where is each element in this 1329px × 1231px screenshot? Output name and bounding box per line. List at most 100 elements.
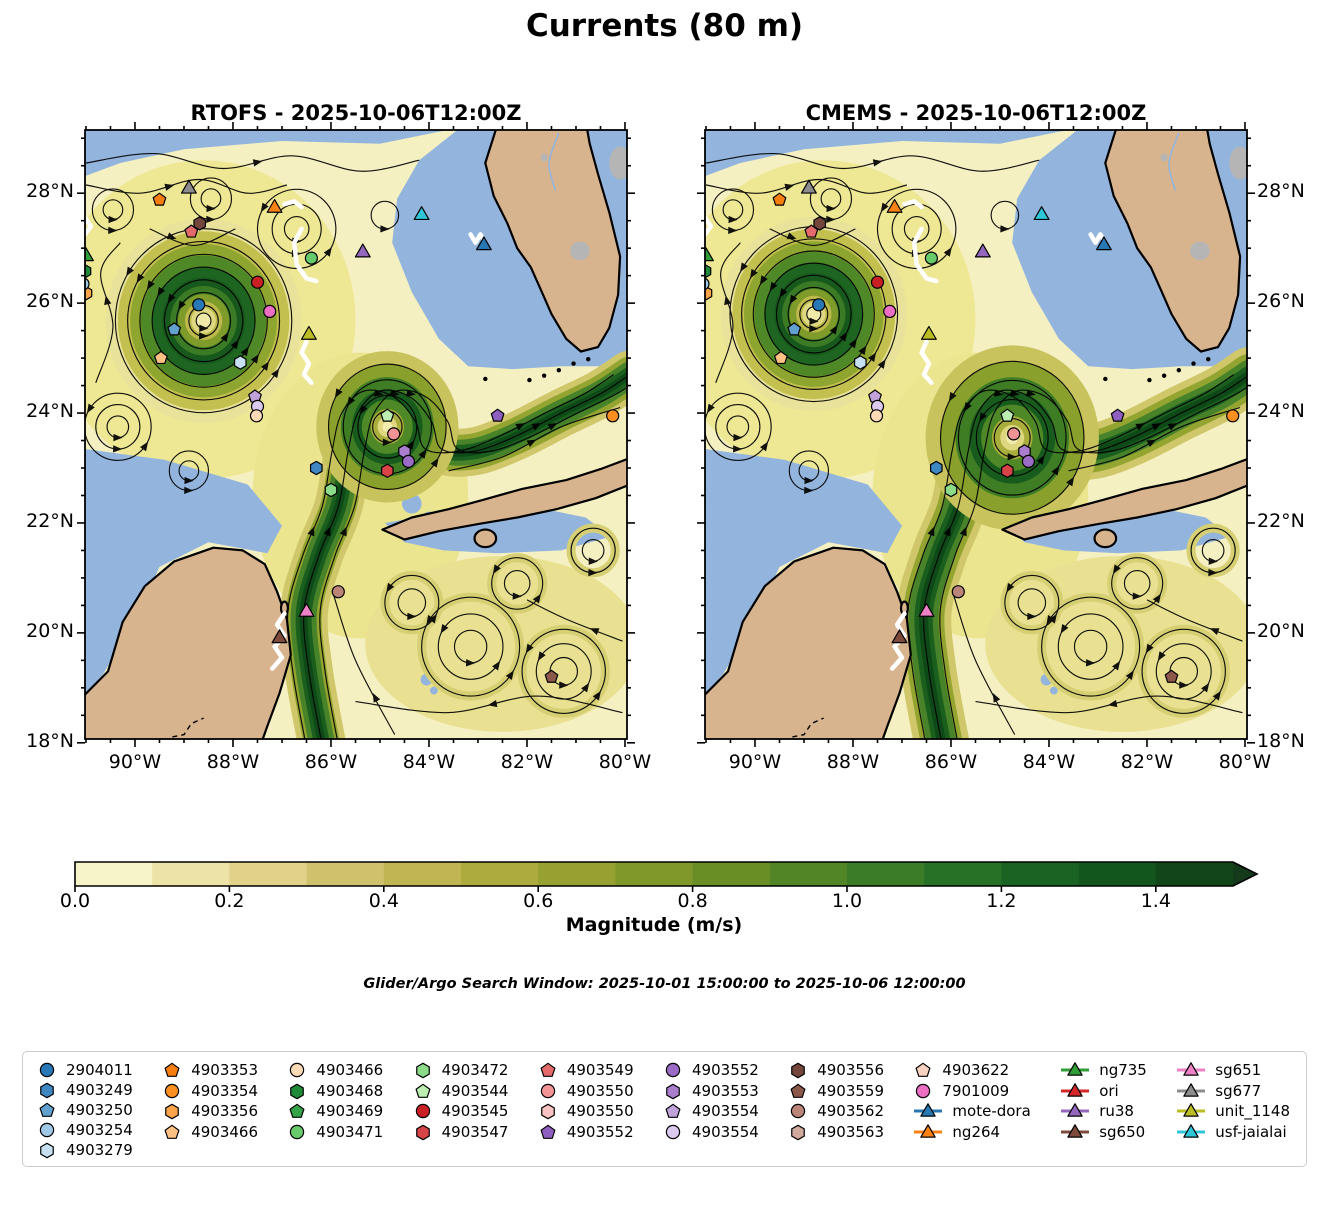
streamline-arrow <box>465 659 476 667</box>
marker-usf-jaialai <box>413 206 430 221</box>
streamline-arrow <box>1051 465 1060 476</box>
streamline-arrow <box>826 215 836 223</box>
streamline-arrow <box>386 582 395 593</box>
streamline-arrow <box>487 699 498 708</box>
streamline-arrow <box>1201 682 1210 693</box>
streamline-arrow <box>880 202 889 213</box>
legend-entry-unit_1148: unit_1148 <box>1176 1101 1290 1122</box>
streamline-arrow <box>531 423 542 431</box>
colorbar-label: Magnitude (m/s) <box>565 914 743 936</box>
marker-4903254 <box>705 277 710 291</box>
legend-entry-label: 4903279 <box>66 1141 133 1159</box>
streamline-arrow <box>166 232 177 240</box>
marker-4903472 <box>944 482 958 498</box>
gray-nodata-patch <box>1229 146 1247 180</box>
legend-entry-label: 4903254 <box>66 1121 133 1139</box>
streamline-arrow <box>733 445 743 453</box>
streamline-arrow <box>588 557 598 565</box>
lat-tick-label-right: 18°N <box>1257 729 1305 752</box>
colorbar-segment <box>229 862 308 886</box>
legend-entry-4903563: 4903563 <box>788 1122 884 1143</box>
legend-entry-4903279: 4903279 <box>37 1140 133 1160</box>
streamline-arrow <box>1135 423 1146 431</box>
triangle-marker-icon <box>1061 1062 1090 1076</box>
streamline-arrow <box>108 226 118 234</box>
legend-entry-mote-dora: mote-dora <box>913 1101 1031 1122</box>
legend-entry-label: 2904011 <box>66 1061 133 1079</box>
streamline-arrow <box>252 159 263 167</box>
streamline-arrow <box>108 215 118 224</box>
marker-4903354 <box>1226 409 1240 423</box>
marker-4903552 <box>401 454 415 468</box>
triangle-marker-icon <box>1177 1103 1206 1117</box>
streamline-arrow <box>430 457 439 468</box>
streamline-arrow <box>199 324 209 332</box>
circle-marker-icon <box>791 1104 806 1119</box>
legend-entry-4903559: 4903559 <box>788 1081 884 1102</box>
streamline-arrow <box>1167 423 1178 431</box>
colorbar-tick-label: 0.4 <box>368 890 399 912</box>
streamline-arrow <box>113 445 123 453</box>
streamline-arrow <box>784 183 795 191</box>
circle-marker-icon <box>916 1083 931 1098</box>
streamline-arrow <box>547 423 558 431</box>
streamline-arrow <box>848 338 857 349</box>
legend-entry-4903549: 4903549 <box>538 1060 634 1081</box>
legend-column-8: 4903622 7901009 mote-dora ng264 <box>913 1060 1031 1158</box>
marker-4903545 <box>870 275 885 289</box>
legend: 2904011 4903249 4903250 4903254 4903279 49033… <box>22 1051 1307 1167</box>
florida-keys-dot <box>1161 373 1167 378</box>
streamline-arrow <box>789 294 798 305</box>
lat-tick-label-left: 20°N <box>26 619 74 642</box>
streamline-arrow <box>826 204 836 213</box>
glider-track <box>911 226 939 284</box>
marker-usf-jaialai <box>1033 206 1050 221</box>
florida-keys-dot <box>571 361 576 366</box>
streamline-arrow <box>418 449 427 459</box>
marker-4903549 <box>804 224 819 238</box>
lon-tick-label: 88°W <box>206 751 260 773</box>
glider-track <box>902 199 924 210</box>
glider-track <box>85 215 94 237</box>
streamline-arrow <box>1066 476 1075 487</box>
streamline-arrow <box>1152 593 1162 604</box>
legend-column-1: 2904011 4903249 4903250 4903254 4903279 <box>37 1060 133 1160</box>
lat-tick-label-right: 20°N <box>1257 619 1305 642</box>
marker-ng264 <box>266 198 283 213</box>
colorbar <box>74 861 1259 892</box>
legend-entry-label: 4903550 <box>566 1081 634 1100</box>
lat-tick-label-right: 26°N <box>1257 290 1305 313</box>
circle-marker-icon <box>665 1124 681 1139</box>
lon-tick-label: 82°W <box>500 751 554 773</box>
marker-4903468 <box>85 263 92 279</box>
marker-4903250 <box>167 322 182 336</box>
streamline-arrow <box>113 433 123 442</box>
glider-track <box>291 226 319 284</box>
marker-4903472 <box>324 482 338 498</box>
legend-entry-sg650: sg650 <box>1060 1122 1147 1143</box>
glider-track <box>705 215 714 237</box>
marker-mote-dora <box>1095 236 1112 251</box>
streamline-arrow <box>86 403 95 414</box>
legend-entry-4903468: 4903468 <box>287 1081 383 1102</box>
colorbar-tick-label: 0.6 <box>523 890 554 912</box>
hexagon-marker-icon <box>165 1103 180 1120</box>
legend-entry-label: 4903556 <box>817 1061 885 1080</box>
florida-keys-dot <box>556 367 562 373</box>
glider-track <box>299 339 314 386</box>
streamline-arrow <box>760 441 769 452</box>
florida-keys-dot <box>483 376 488 382</box>
lat-tick-label-right: 24°N <box>1257 400 1305 423</box>
land-florida <box>1104 130 1242 353</box>
streamline-arrow <box>140 441 149 452</box>
colorbar-tick-label: 0.8 <box>677 890 708 912</box>
land-cuba <box>381 458 627 541</box>
legend-entry-label: 4903554 <box>692 1122 759 1141</box>
streamline-arrow <box>359 404 368 415</box>
legend-entry-label: sg650 <box>1099 1122 1146 1141</box>
legend-entry-4903547: 4903547 <box>413 1122 508 1143</box>
streamline-arrow <box>927 526 935 537</box>
circle-marker-icon <box>165 1083 180 1098</box>
streamline-arrow <box>759 275 768 286</box>
florida-keys-dot <box>1103 376 1108 382</box>
